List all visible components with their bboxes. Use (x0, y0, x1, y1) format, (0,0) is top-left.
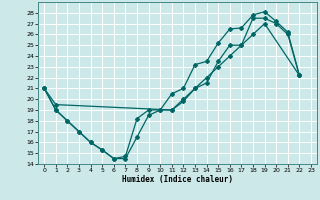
X-axis label: Humidex (Indice chaleur): Humidex (Indice chaleur) (122, 175, 233, 184)
